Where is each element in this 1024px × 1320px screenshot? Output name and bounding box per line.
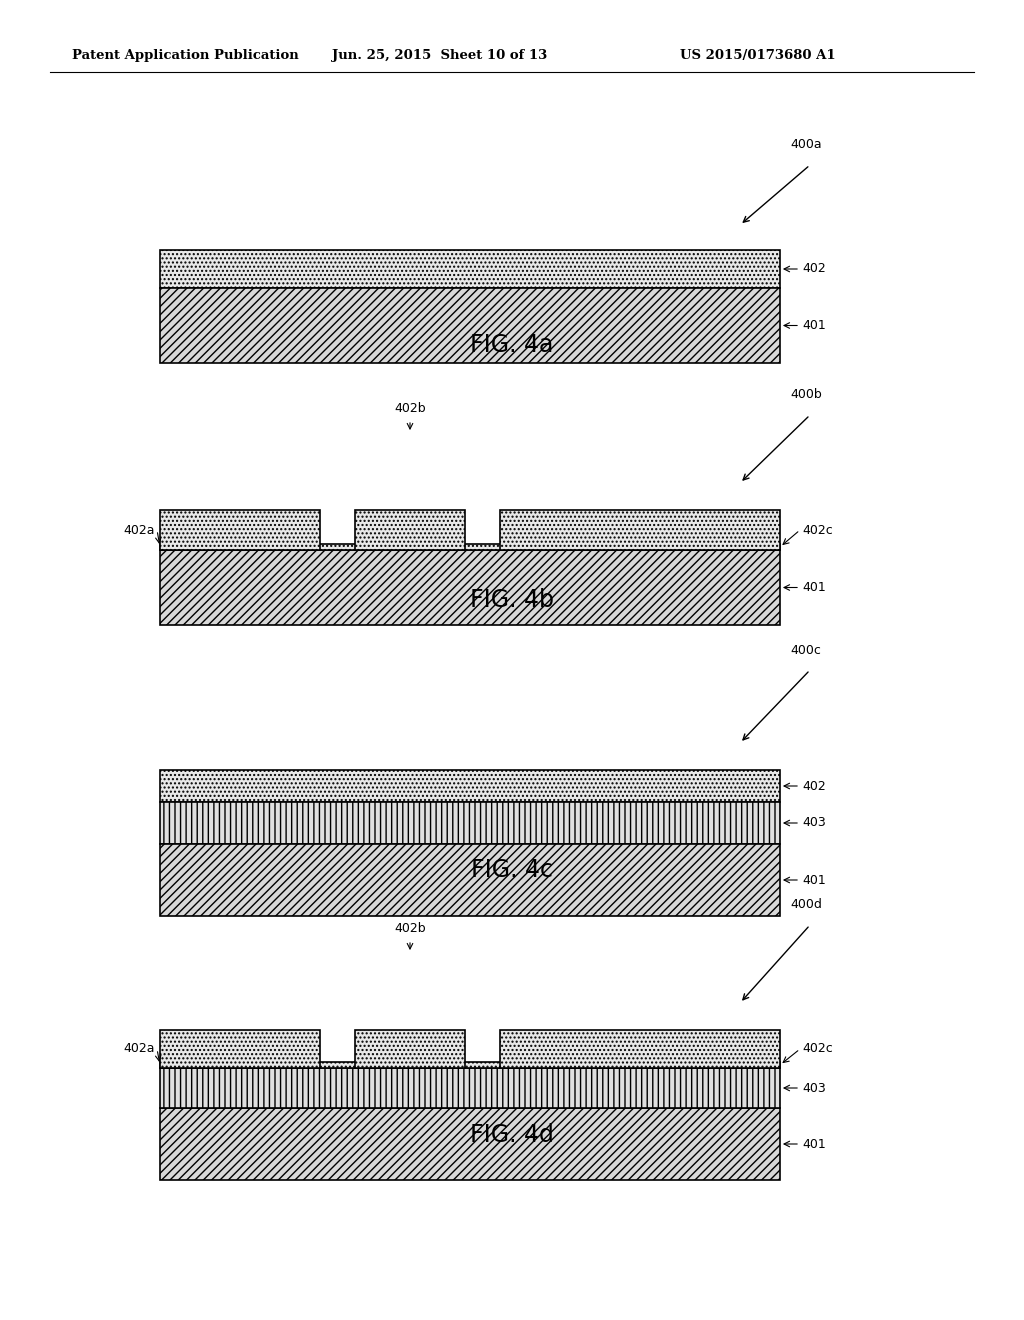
Bar xyxy=(160,510,319,550)
Text: FIG. 4c: FIG. 4c xyxy=(471,858,553,882)
Bar xyxy=(160,288,780,363)
Text: 400c: 400c xyxy=(790,644,821,656)
Bar xyxy=(160,544,780,550)
Bar xyxy=(160,1030,319,1068)
Text: 403: 403 xyxy=(802,817,825,829)
Bar xyxy=(160,1068,780,1107)
Bar xyxy=(355,510,465,550)
Bar xyxy=(160,249,780,288)
Text: 403: 403 xyxy=(802,1081,825,1094)
Text: 401: 401 xyxy=(802,581,825,594)
Bar xyxy=(160,1063,780,1068)
Text: 402b: 402b xyxy=(394,921,426,935)
Bar xyxy=(160,803,780,843)
Text: Patent Application Publication: Patent Application Publication xyxy=(72,49,299,62)
Text: 401: 401 xyxy=(802,874,825,887)
Text: 401: 401 xyxy=(802,1138,825,1151)
Bar xyxy=(355,1030,465,1068)
Text: 402a: 402a xyxy=(124,1043,155,1056)
Bar xyxy=(500,510,780,550)
Text: 402a: 402a xyxy=(124,524,155,536)
Bar xyxy=(160,843,780,916)
Bar xyxy=(500,1030,780,1068)
Text: 400b: 400b xyxy=(790,388,821,401)
Text: 401: 401 xyxy=(802,319,825,333)
Text: 402: 402 xyxy=(802,263,825,276)
Text: 402c: 402c xyxy=(802,1043,833,1056)
Text: US 2015/0173680 A1: US 2015/0173680 A1 xyxy=(680,49,836,62)
Text: 400a: 400a xyxy=(790,139,821,152)
Text: FIG. 4a: FIG. 4a xyxy=(470,333,554,356)
Text: 402b: 402b xyxy=(394,401,426,414)
Text: FIG. 4b: FIG. 4b xyxy=(470,587,554,612)
Text: 400d: 400d xyxy=(790,899,822,912)
Bar xyxy=(160,550,780,624)
Bar xyxy=(160,1107,780,1180)
Text: Jun. 25, 2015  Sheet 10 of 13: Jun. 25, 2015 Sheet 10 of 13 xyxy=(333,49,548,62)
Text: FIG. 4d: FIG. 4d xyxy=(470,1123,554,1147)
Text: 402: 402 xyxy=(802,780,825,792)
Bar xyxy=(160,770,780,803)
Text: 402c: 402c xyxy=(802,524,833,536)
